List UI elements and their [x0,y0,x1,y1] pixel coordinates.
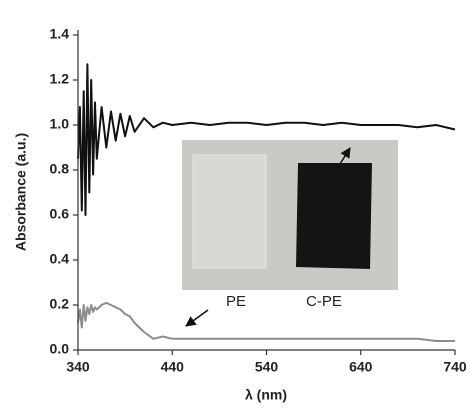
arrow [185,309,209,327]
arrow [334,147,351,173]
y-axis-title: Absorbance (a.u.) [13,133,29,251]
y-tick-label: 0.2 [50,296,70,312]
data-line [77,301,455,342]
x-tick-label: 540 [255,359,279,375]
x-tick-label: 340 [66,359,90,375]
y-tick-label: 0.4 [50,251,70,267]
y-tick-label: 0.0 [50,341,70,357]
y-tick-label: 1.4 [50,26,70,42]
x-tick-label: 440 [161,359,185,375]
y-tick-label: 1.2 [50,71,70,87]
y-tick-label: 0.6 [50,206,70,222]
x-tick-label: 740 [443,359,467,375]
x-axis-title: λ (nm) [245,387,287,403]
annotation: C-PE [306,293,342,310]
x-tick-label: 640 [349,359,373,375]
annotation: PE [226,293,246,310]
y-tick-label: 1.0 [50,116,70,132]
y-tick-label: 0.8 [50,161,70,177]
inset-photo [182,140,398,290]
data-line [77,63,456,216]
